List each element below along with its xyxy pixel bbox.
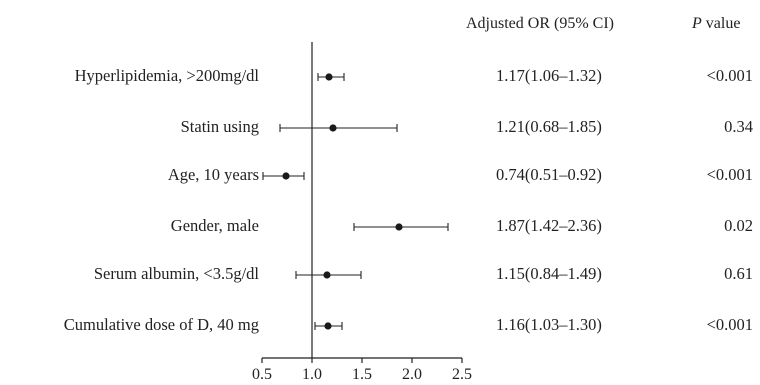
p-letter: P bbox=[692, 15, 702, 32]
row-p-value: 0.02 bbox=[724, 216, 753, 235]
row-p-value: 0.61 bbox=[724, 264, 753, 283]
row-or-ci: 0.74(0.51–0.92) bbox=[496, 165, 602, 184]
x-tick-label: 2.0 bbox=[402, 366, 422, 383]
point-estimate bbox=[324, 322, 332, 330]
column-header-estimate: Adjusted OR (95% CI) bbox=[466, 15, 614, 32]
point-estimate bbox=[325, 73, 333, 81]
point-estimate bbox=[323, 271, 331, 279]
row-p-value: 0.34 bbox=[724, 117, 753, 136]
x-tick-label: 1.0 bbox=[302, 366, 322, 383]
row-p-value: <0.001 bbox=[706, 315, 753, 334]
x-tick-label: 2.5 bbox=[452, 366, 472, 383]
row-or-ci: 1.21(0.68–1.85) bbox=[496, 117, 602, 136]
row-p-value: <0.001 bbox=[706, 165, 753, 184]
point-estimate bbox=[282, 172, 290, 180]
row-label: Serum albumin, <3.5g/dl bbox=[93, 264, 259, 283]
row-or-ci: 1.16(1.03–1.30) bbox=[496, 315, 602, 334]
row-label: Cumulative dose of D, 40 mg bbox=[63, 315, 259, 334]
column-header-p-value: P value bbox=[692, 15, 740, 33]
row-or-ci: 1.87(1.42–2.36) bbox=[496, 216, 602, 235]
point-estimate bbox=[395, 223, 403, 231]
point-estimate bbox=[329, 124, 337, 132]
row-label: Hyperlipidemia, >200mg/dl bbox=[74, 66, 259, 85]
x-tick-label: 0.5 bbox=[252, 366, 272, 383]
row-p-value: <0.001 bbox=[706, 66, 753, 85]
row-label: Age, 10 years bbox=[167, 165, 259, 184]
row-or-ci: 1.15(0.84–1.49) bbox=[496, 264, 602, 283]
row-or-ci: 1.17(1.06–1.32) bbox=[496, 66, 602, 85]
x-tick-label: 1.5 bbox=[352, 366, 372, 383]
row-label: Statin using bbox=[180, 117, 259, 136]
p-header-rest: value bbox=[701, 15, 741, 32]
row-label: Gender, male bbox=[170, 216, 259, 235]
